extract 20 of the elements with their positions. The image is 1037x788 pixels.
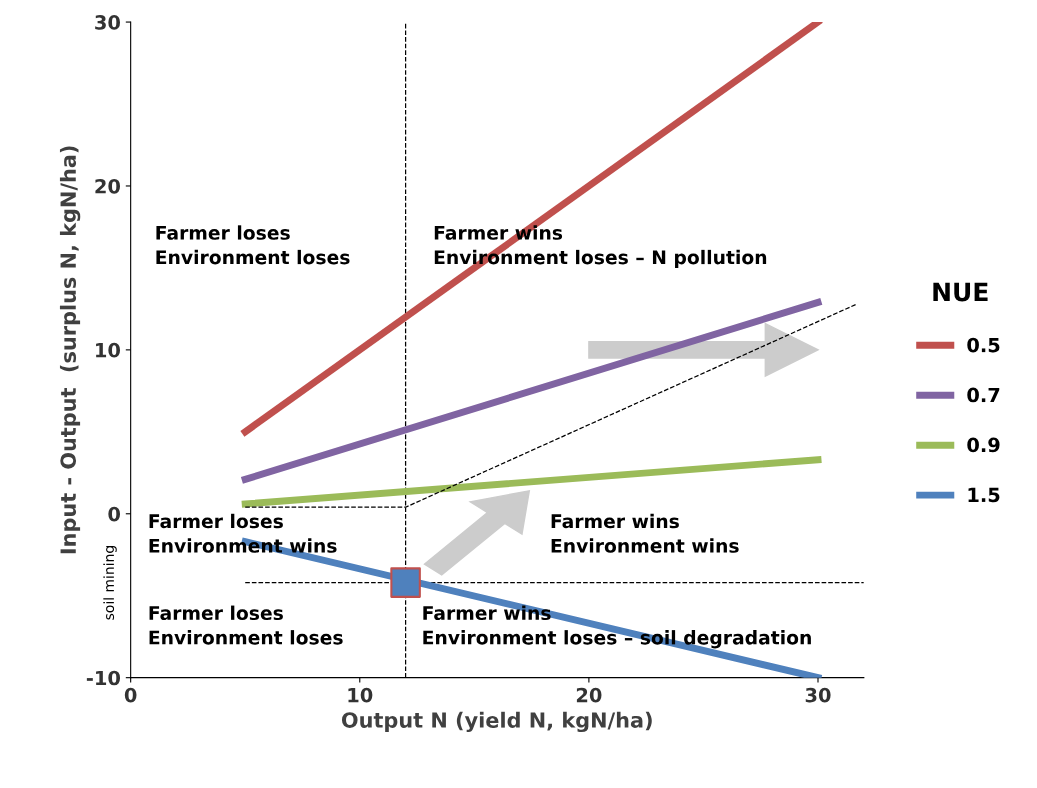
x-tick-label: 10 — [348, 687, 373, 703]
y-tick-label: 0 — [108, 506, 121, 522]
x-tick-label: 0 — [124, 687, 137, 703]
y-tick-label: 20 — [95, 178, 121, 194]
legend-label: 0.9 — [967, 437, 1000, 453]
legend-title: NUE — [933, 282, 988, 302]
annotation: Farmer loses Environment loses — [149, 605, 343, 645]
y-axis-title: Input - Output (surplus N, kgN/ha) — [59, 146, 81, 554]
y-tick-label: -10 — [86, 670, 121, 686]
annotation: Farmer loses Environment loses — [156, 225, 350, 265]
legend-label: 1.5 — [968, 487, 1000, 503]
annotation: Farmer wins Environment wins — [551, 513, 739, 553]
x-tick-label: 20 — [576, 687, 602, 703]
y-tick-label: 10 — [96, 342, 121, 358]
y-tick-label: 30 — [95, 15, 121, 30]
legend-label: 0.7 — [967, 387, 1000, 403]
x-axis-title: Output N (yield N, kgN/ha) — [341, 711, 652, 733]
legend-label: 0.5 — [967, 337, 1000, 353]
x-tick-label: 30 — [805, 687, 831, 703]
text: soil mining — [103, 546, 117, 620]
